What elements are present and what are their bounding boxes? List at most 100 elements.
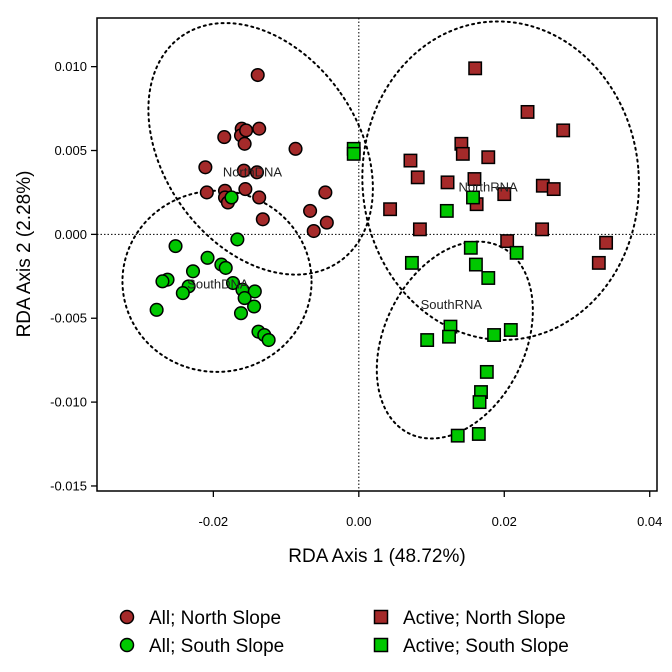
point-active-north-slope [455,146,470,161]
y-axis-title: RDA Axis 2 (2.28%) [14,171,35,338]
plot-frame [96,17,658,492]
point-all-north-slope [237,136,252,151]
reference-lines [97,18,657,491]
group-labels: NorthDNA NorthRNA SouthDNA SouthRNA [187,164,518,312]
point-all-north-slope [199,185,214,200]
point-active-north-slope [520,104,535,119]
point-all-south-slope [185,264,201,279]
point-active-north-slope [467,172,482,186]
group-label-southdna: SouthDNA [187,277,249,292]
point-all-south-slope [168,239,183,254]
point-active-south-slope [442,329,456,344]
x-tick-label: -0.02 [199,514,229,529]
point-all-north-slope [238,182,253,197]
y-axis: -0.015 -0.010 -0.005 0.000 0.005 0.010 [50,59,97,493]
legend: All; North Slope Active; North Slope All; … [119,608,569,657]
point-active-north-slope [556,123,571,138]
point-all-north-slope [198,160,213,175]
y-tick-label: 0.005 [54,143,87,158]
point-all-south-slope [261,332,276,348]
legend-marker-all-south-slope [119,637,135,653]
y-tick-label: -0.010 [50,395,87,410]
point-active-south-slope [420,333,435,347]
point-all-north-slope [252,121,267,136]
point-all-south-slope [225,275,241,291]
point-all-north-slope [217,130,232,145]
point-active-south-slope [471,427,486,441]
point-all-north-slope [249,165,265,180]
point-all-south-slope [224,190,239,205]
point-all-north-slope [239,123,254,138]
point-active-south-slope [346,146,361,161]
ellipse-southdna [121,189,313,373]
point-all-north-slope [255,212,270,227]
point-all-south-slope [218,260,233,275]
x-tick-label: 0.02 [492,514,517,529]
x-axis: -0.02 0.00 0.02 0.04 [199,491,662,529]
point-active-north-slope [403,153,418,168]
point-all-north-slope [288,141,303,156]
y-tick-label: -0.015 [50,478,87,493]
point-active-north-slope [546,182,561,197]
y-tick-label: 0.010 [54,59,87,74]
ellipse-northdna [147,22,374,276]
point-all-south-slope [149,302,164,317]
point-active-north-slope [500,234,515,249]
point-all-north-slope [252,190,267,205]
legend-label-active-north-slope: Active; North Slope [403,608,566,629]
point-all-south-slope [237,291,252,306]
point-active-north-slope [481,150,496,165]
point-all-north-slope [319,215,334,230]
point-active-south-slope [404,255,419,270]
point-active-north-slope [591,255,606,270]
point-active-south-slope [509,245,524,260]
point-active-south-slope [468,257,483,272]
group-label-northdna: NorthDNA [223,164,283,179]
legend-marker-active-north-slope [373,609,389,625]
y-tick-label: -0.005 [50,311,87,326]
plot-background [97,18,657,491]
point-active-north-slope [383,202,398,217]
point-all-south-slope [247,299,262,314]
x-tick-label: 0.04 [637,514,662,529]
point-all-south-slope [247,284,262,299]
point-all-north-slope [306,223,321,239]
data-points [149,61,614,443]
point-active-south-slope [466,190,480,205]
point-all-north-slope [318,185,333,200]
legend-label-all-south-slope: All; South Slope [149,636,284,657]
point-active-south-slope [463,240,478,255]
ellipse-northrna [361,20,640,341]
point-all-south-slope [230,232,245,247]
point-all-south-slope [175,286,190,301]
point-all-south-slope [200,250,215,265]
point-active-north-slope [535,222,550,237]
point-active-south-slope [439,203,454,218]
point-active-north-slope [412,222,427,237]
point-active-north-slope [468,61,483,76]
point-all-south-slope [155,274,170,289]
point-active-south-slope [503,323,518,337]
legend-label-active-south-slope: Active; South Slope [403,636,569,657]
legend-marker-all-north-slope [119,609,135,625]
point-all-north-slope [303,203,318,218]
confidence-ellipses [121,20,640,440]
legend-label-all-north-slope: All; North Slope [149,608,281,629]
point-active-north-slope [410,170,425,185]
x-axis-title: RDA Axis 1 (48.72%) [288,546,465,567]
point-active-south-slope [487,328,502,342]
point-all-south-slope [233,306,249,321]
point-active-south-slope [472,395,487,410]
group-label-southrna: SouthRNA [421,297,483,312]
point-active-south-slope [479,364,494,379]
point-active-south-slope [481,271,496,285]
point-active-north-slope [599,235,614,250]
group-label-northrna: NorthRNA [458,179,518,194]
point-active-north-slope [440,175,455,190]
y-tick-label: 0.000 [54,227,87,242]
legend-marker-active-south-slope [373,637,389,653]
point-active-south-slope [450,428,465,443]
point-active-north-slope [497,187,512,202]
x-tick-label: 0.00 [346,514,371,529]
